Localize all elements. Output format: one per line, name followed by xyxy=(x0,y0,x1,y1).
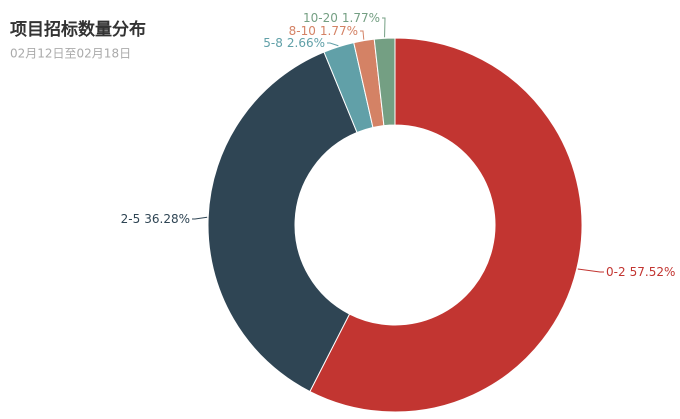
slice-value: 57.52% xyxy=(630,265,676,279)
chart-title: 项目招标数量分布 xyxy=(10,19,146,40)
pie-slice xyxy=(207,51,358,393)
slice-value: 1.77% xyxy=(320,24,358,38)
slice-category: 10-20 xyxy=(303,11,338,25)
slice-category: 2-5 xyxy=(121,212,141,226)
chart-subtitle: 02月12日至02月18日 xyxy=(10,47,131,61)
slice-category: 5-8 xyxy=(263,36,283,50)
label-line xyxy=(382,17,386,38)
label-line xyxy=(192,216,208,220)
label-line xyxy=(577,268,604,273)
label-line xyxy=(360,30,365,40)
slice-label: 5-8 2.66% xyxy=(263,36,325,50)
slice-value: 1.77% xyxy=(342,11,380,25)
pie-slice xyxy=(373,37,396,127)
pie-slice xyxy=(309,37,583,413)
slice-label: 2-5 36.28% xyxy=(121,212,190,226)
slice-label: 10-20 1.77% xyxy=(303,11,380,25)
slice-value: 36.28% xyxy=(144,212,190,226)
label-line xyxy=(327,42,339,47)
slice-label: 8-10 1.77% xyxy=(289,24,358,38)
slice-value: 2.66% xyxy=(287,36,325,50)
slice-category: 8-10 xyxy=(289,24,316,38)
slice-category: 0-2 xyxy=(606,265,626,279)
slice-label: 0-2 57.52% xyxy=(606,265,675,279)
